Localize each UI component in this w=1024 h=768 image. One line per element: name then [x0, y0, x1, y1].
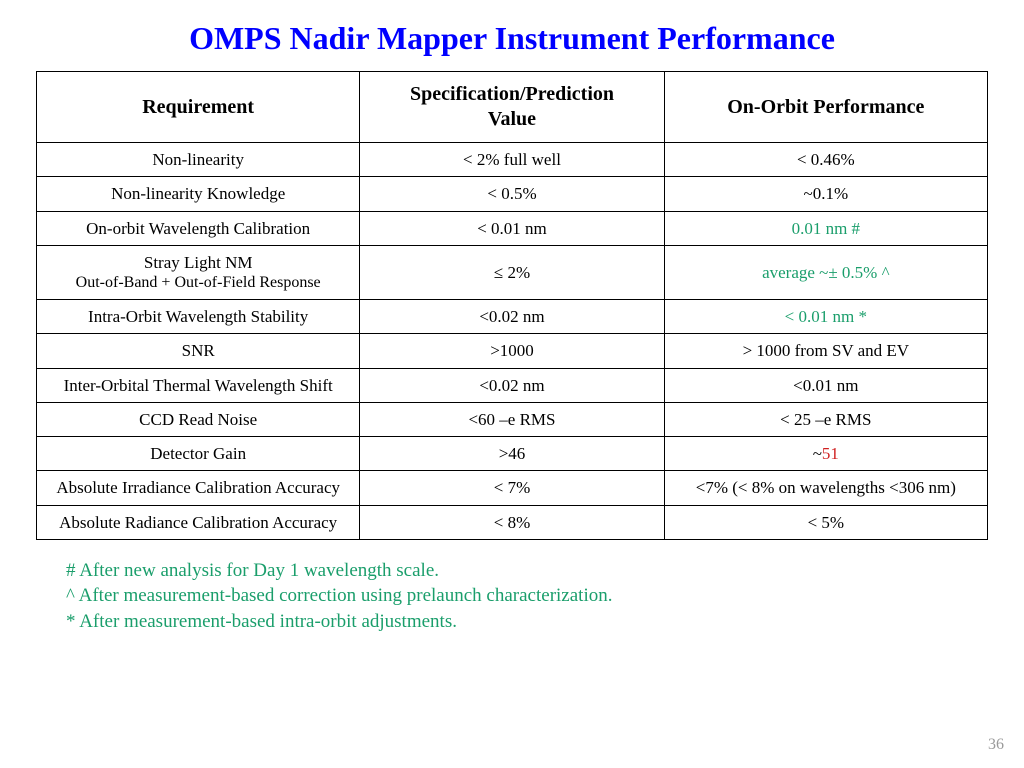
cell-performance: average ~± 0.5% ^ [664, 245, 987, 299]
footnote: # After new analysis for Day 1 wavelengt… [66, 558, 988, 584]
cell-spec: >1000 [360, 334, 664, 368]
cell-spec: <60 –e RMS [360, 402, 664, 436]
slide-container: OMPS Nadir Mapper Instrument Performance… [0, 0, 1024, 635]
cell-performance: < 5% [664, 505, 987, 539]
cell-spec: < 7% [360, 471, 664, 505]
table-row: Absolute Irradiance Calibration Accuracy… [37, 471, 988, 505]
page-title: OMPS Nadir Mapper Instrument Performance [36, 20, 988, 57]
cell-performance: <0.01 nm [664, 368, 987, 402]
cell-performance: 0.01 nm # [664, 211, 987, 245]
header-requirement: Requirement [37, 72, 360, 143]
cell-spec: <0.02 nm [360, 368, 664, 402]
cell-requirement: Non-linearity Knowledge [37, 177, 360, 211]
table-row: SNR>1000> 1000 from SV and EV [37, 334, 988, 368]
footnote: ^ After measurement-based correction usi… [66, 583, 988, 609]
cell-performance: < 25 –e RMS [664, 402, 987, 436]
cell-spec: >46 [360, 437, 664, 471]
cell-requirement: Detector Gain [37, 437, 360, 471]
cell-requirement: CCD Read Noise [37, 402, 360, 436]
table-row: Non-linearity< 2% full well< 0.46% [37, 143, 988, 177]
cell-requirement: SNR [37, 334, 360, 368]
cell-performance: ~0.1% [664, 177, 987, 211]
table-row: Intra-Orbit Wavelength Stability<0.02 nm… [37, 300, 988, 334]
cell-performance: ~51 [664, 437, 987, 471]
cell-requirement: Inter-Orbital Thermal Wavelength Shift [37, 368, 360, 402]
table-row: Non-linearity Knowledge< 0.5%~0.1% [37, 177, 988, 211]
table-row: CCD Read Noise<60 –e RMS< 25 –e RMS [37, 402, 988, 436]
table-row: Absolute Radiance Calibration Accuracy< … [37, 505, 988, 539]
cell-performance: < 0.01 nm * [664, 300, 987, 334]
table-header: Requirement Specification/PredictionValu… [37, 72, 988, 143]
cell-requirement: Absolute Irradiance Calibration Accuracy [37, 471, 360, 505]
cell-performance: < 0.46% [664, 143, 987, 177]
cell-requirement: Stray Light NMOut-of-Band + Out-of-Field… [37, 245, 360, 299]
cell-spec: < 8% [360, 505, 664, 539]
cell-performance: <7% (< 8% on wavelengths <306 nm) [664, 471, 987, 505]
page-number: 36 [988, 736, 1004, 754]
cell-spec: ≤ 2% [360, 245, 664, 299]
table-row: Stray Light NMOut-of-Band + Out-of-Field… [37, 245, 988, 299]
header-spec: Specification/PredictionValue [360, 72, 664, 143]
cell-spec: < 2% full well [360, 143, 664, 177]
header-perf: On-Orbit Performance [664, 72, 987, 143]
table-row: Inter-Orbital Thermal Wavelength Shift<0… [37, 368, 988, 402]
cell-spec: < 0.5% [360, 177, 664, 211]
cell-requirement: On-orbit Wavelength Calibration [37, 211, 360, 245]
cell-spec: < 0.01 nm [360, 211, 664, 245]
performance-table: Requirement Specification/PredictionValu… [36, 71, 988, 540]
footnote: * After measurement-based intra-orbit ad… [66, 609, 988, 635]
cell-performance: > 1000 from SV and EV [664, 334, 987, 368]
cell-requirement: Intra-Orbit Wavelength Stability [37, 300, 360, 334]
cell-requirement: Non-linearity [37, 143, 360, 177]
table-row: Detector Gain>46~51 [37, 437, 988, 471]
footnotes: # After new analysis for Day 1 wavelengt… [66, 558, 988, 635]
table-row: On-orbit Wavelength Calibration< 0.01 nm… [37, 211, 988, 245]
table-body: Non-linearity< 2% full well< 0.46%Non-li… [37, 143, 988, 540]
cell-spec: <0.02 nm [360, 300, 664, 334]
cell-requirement: Absolute Radiance Calibration Accuracy [37, 505, 360, 539]
